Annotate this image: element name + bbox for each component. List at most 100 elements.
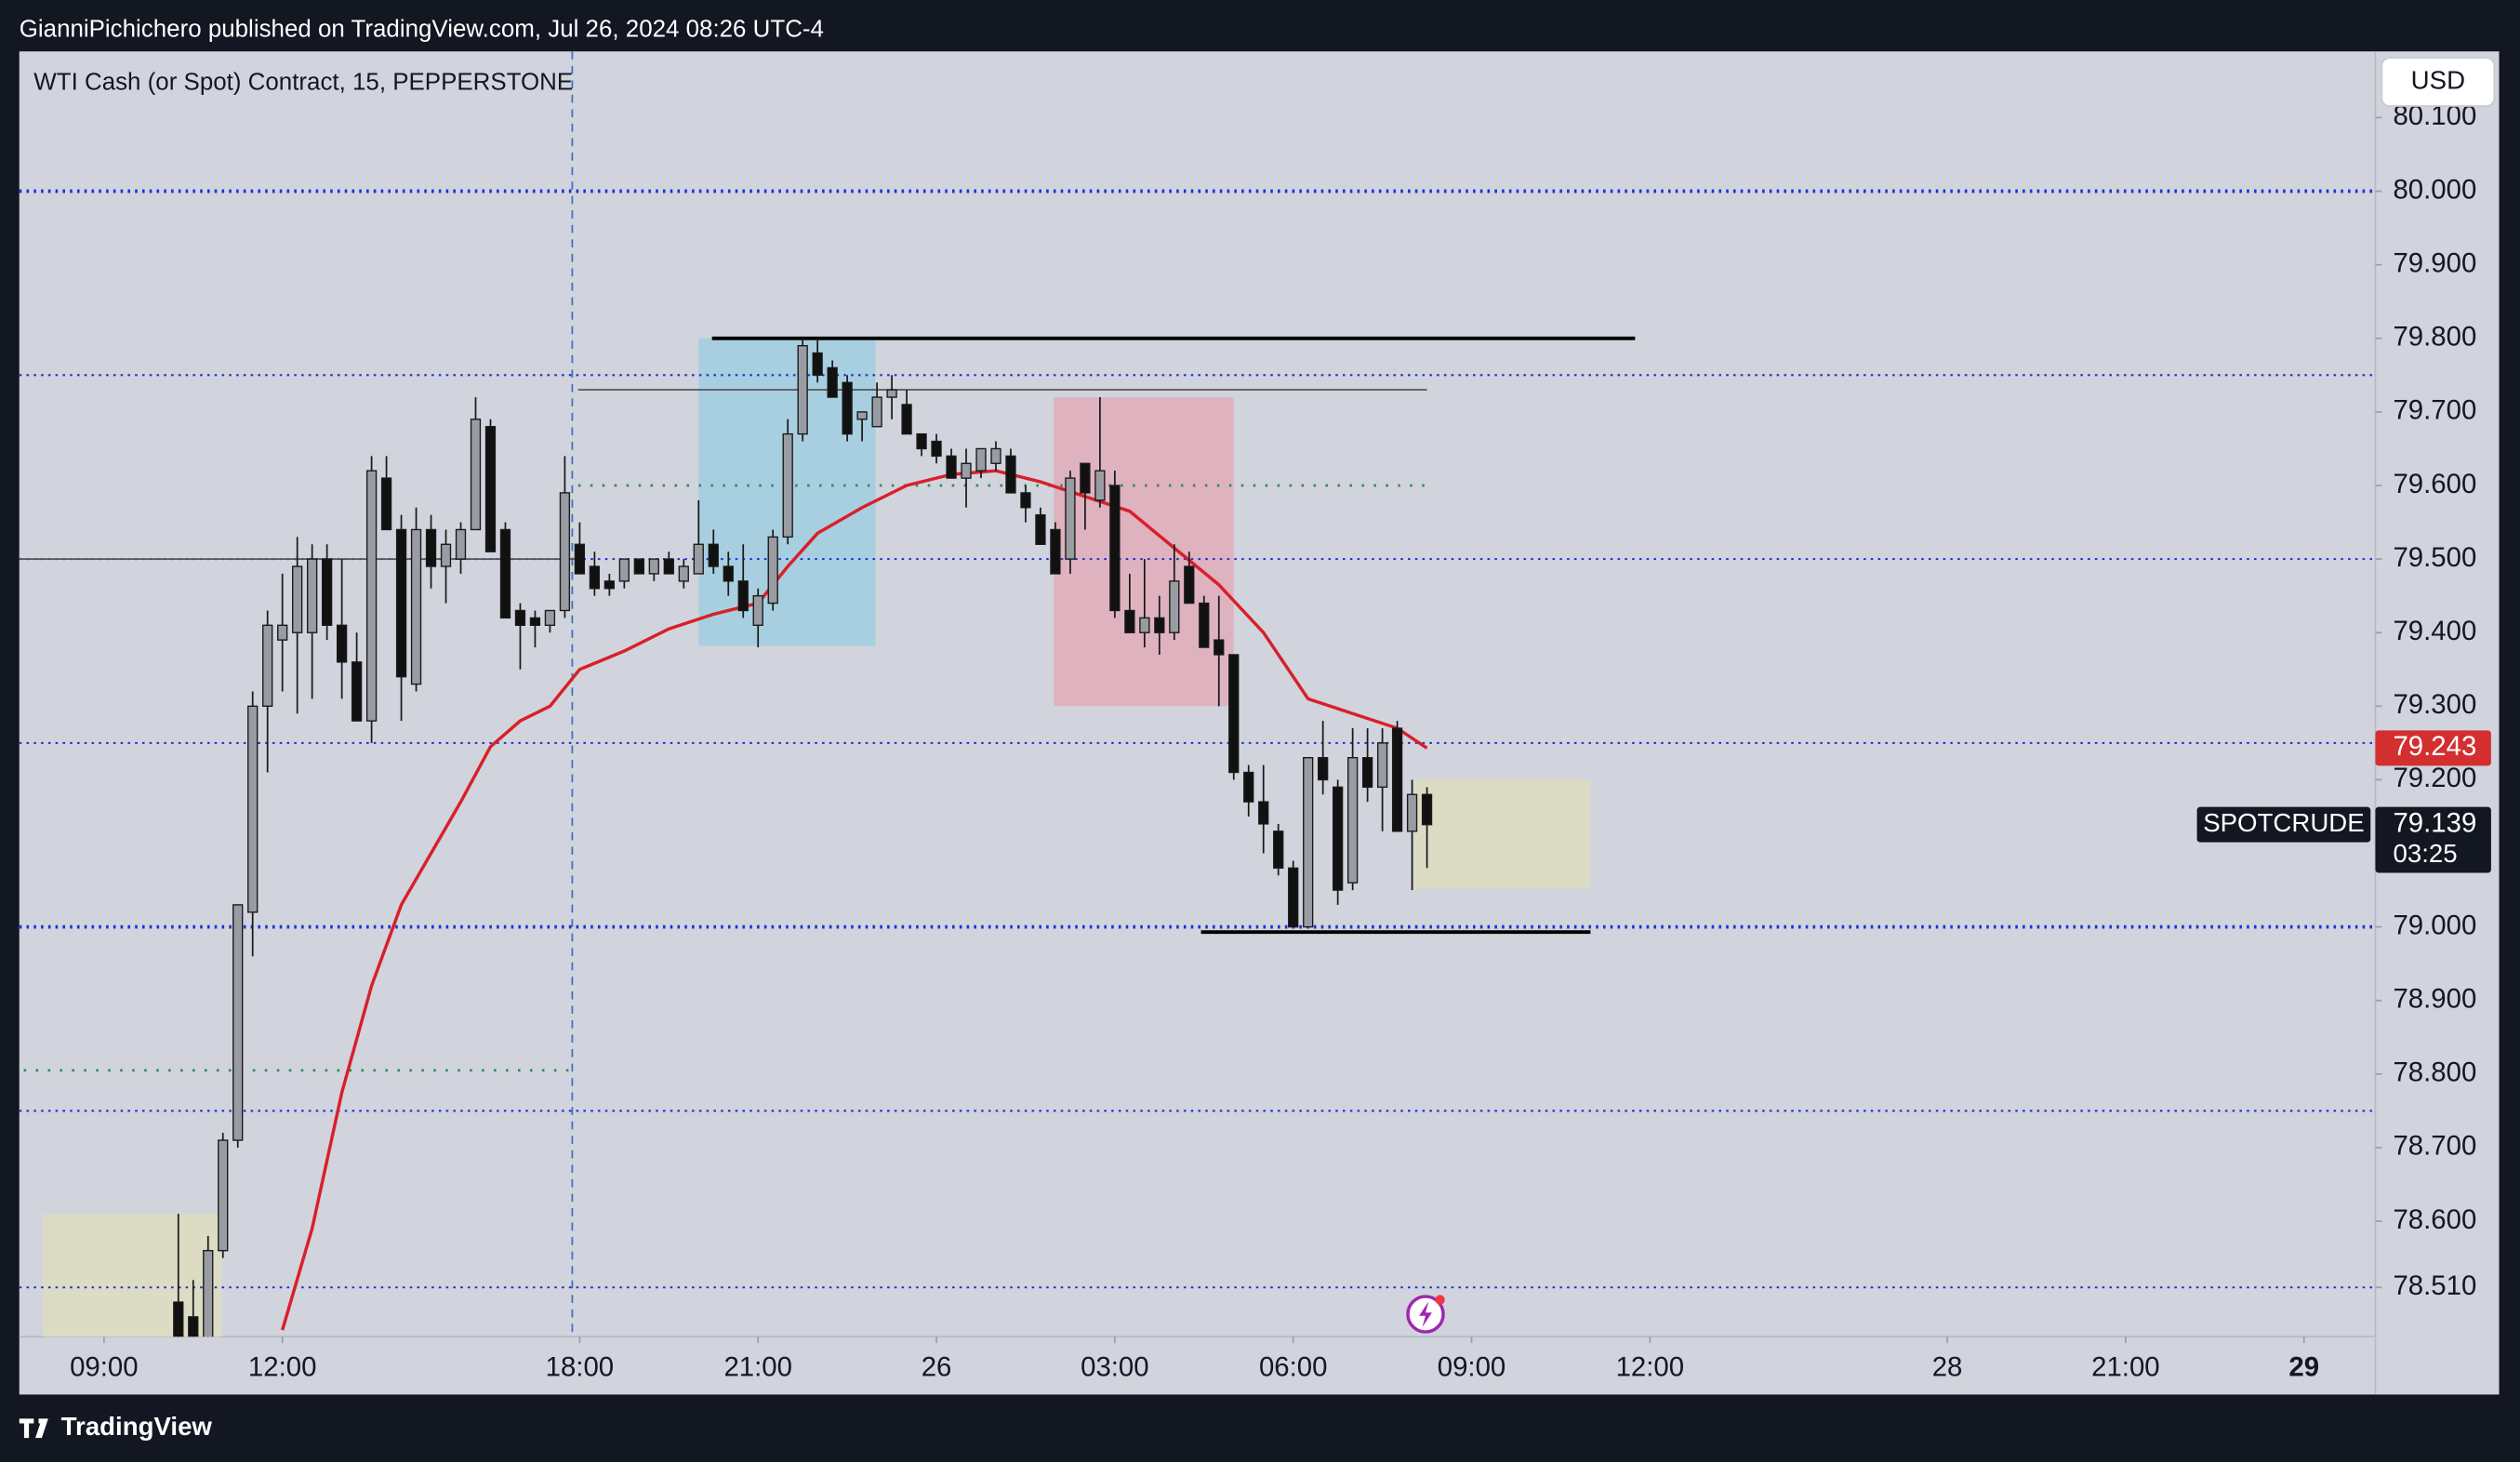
- x-tick-label: 03:00: [1081, 1352, 1149, 1383]
- candle-body: [603, 580, 616, 590]
- candle-body: [365, 470, 378, 722]
- brand: TradingView: [61, 1412, 213, 1441]
- candle-body: [856, 411, 868, 420]
- candle-body: [232, 904, 244, 1141]
- candle-body: [723, 565, 734, 582]
- candle-body: [173, 1301, 184, 1337]
- candle-body: [678, 565, 689, 582]
- candle-body: [1214, 639, 1225, 656]
- panel: [19, 51, 2500, 1395]
- x-tick-label: 09:00: [1438, 1352, 1506, 1383]
- plot-area: [19, 51, 2376, 1337]
- price-badge: [2375, 806, 2491, 873]
- alert-dot[interactable]: [1435, 1295, 1445, 1305]
- candle-body: [499, 528, 511, 619]
- y-tick-label: 79.600: [2393, 469, 2476, 499]
- candle-body: [277, 624, 288, 641]
- candle-body: [693, 543, 704, 575]
- candle-body: [589, 565, 601, 590]
- candle-body: [1020, 492, 1031, 509]
- candle-body: [1406, 793, 1418, 832]
- candle-body: [1391, 727, 1403, 832]
- candle-body: [1139, 617, 1150, 633]
- x-tick-label: 12:00: [1616, 1352, 1685, 1383]
- y-tick-label: 79.300: [2393, 689, 2476, 720]
- candle-body: [351, 661, 363, 722]
- candle-body: [514, 609, 526, 626]
- brand-mark: [19, 1418, 48, 1439]
- price-badge-label: 79.139: [2393, 807, 2476, 838]
- currency-button[interactable]: [2381, 57, 2496, 107]
- candle-body: [218, 1139, 229, 1252]
- x-tick-label: 21:00: [723, 1352, 792, 1383]
- candle-body: [380, 477, 392, 531]
- ema-badge: [2375, 730, 2491, 766]
- candle-body: [946, 455, 957, 479]
- candle-body: [470, 419, 482, 531]
- x-tick-label: 06:00: [1259, 1352, 1328, 1383]
- zone-box: [1413, 779, 1591, 889]
- candle-body: [1421, 793, 1433, 826]
- candle-body: [262, 624, 273, 708]
- candle-body: [1124, 609, 1135, 633]
- candle-body: [1273, 831, 1284, 870]
- y-tick-label: 79.000: [2393, 910, 2476, 940]
- candle-body: [886, 389, 897, 398]
- y-tick-label: 78.600: [2393, 1204, 2476, 1235]
- x-tick-label: 21:00: [2091, 1352, 2160, 1383]
- currency-label[interactable]: USD: [2411, 65, 2465, 94]
- y-tick-label: 79.500: [2393, 542, 2476, 573]
- candle-body: [559, 492, 571, 612]
- candle-body: [1169, 580, 1180, 633]
- candle-body: [1094, 470, 1106, 501]
- symbol-label: SPOTCRUDE: [2203, 808, 2364, 837]
- candle-body: [1080, 462, 1091, 494]
- candle-body: [1184, 565, 1195, 605]
- y-tick-label: 79.700: [2393, 395, 2476, 426]
- candle-body: [1318, 757, 1329, 781]
- candle-body: [188, 1316, 199, 1337]
- candle-body: [1035, 513, 1046, 545]
- candle-body: [618, 558, 630, 582]
- candle-body: [827, 366, 838, 398]
- candle-body: [410, 528, 422, 685]
- symbol-badge: [2196, 806, 2371, 843]
- candle-body: [737, 580, 749, 612]
- y-tick-label: 80.000: [2393, 174, 2476, 205]
- candle-body: [1154, 617, 1165, 633]
- candle-body: [307, 558, 318, 633]
- y-tick-label: 79.400: [2393, 616, 2476, 646]
- candle-body: [782, 432, 793, 538]
- candle-body: [336, 624, 348, 663]
- candle-body: [916, 432, 927, 450]
- alert-bolt[interactable]: [1419, 1301, 1432, 1327]
- candle-body: [425, 528, 437, 567]
- y-tick-label: 78.510: [2393, 1270, 2476, 1301]
- candle-body: [395, 528, 407, 678]
- candle-body: [797, 345, 808, 435]
- candle-body: [1258, 801, 1269, 825]
- alert-icon[interactable]: [1406, 1295, 1445, 1334]
- candle-body: [203, 1250, 214, 1337]
- candle-body: [1199, 602, 1210, 648]
- candle-body: [871, 396, 882, 428]
- candle-body: [648, 558, 659, 575]
- chart-title: WTI Cash (or Spot) Contract, 15, PEPPERS…: [33, 70, 573, 96]
- candle-body: [663, 558, 674, 575]
- candle-body: [767, 536, 778, 605]
- candle-body: [574, 543, 586, 575]
- candle-body: [708, 543, 719, 567]
- ema-badge-label: 79.243: [2393, 731, 2476, 762]
- candle-body: [1243, 771, 1254, 803]
- x-tick-label: 18:00: [546, 1352, 615, 1383]
- candle-body: [321, 558, 333, 626]
- candle-body: [440, 543, 452, 567]
- candle-body: [812, 352, 823, 377]
- candle-body: [544, 609, 556, 626]
- axes: 78.510 78.600 78.700 78.800 78.900 79.000 79.2…: [70, 100, 2491, 1383]
- candle-body: [842, 381, 853, 435]
- candle-body: [1346, 757, 1359, 884]
- candle-body: [455, 528, 467, 560]
- x-tick-label: 12:00: [248, 1352, 317, 1383]
